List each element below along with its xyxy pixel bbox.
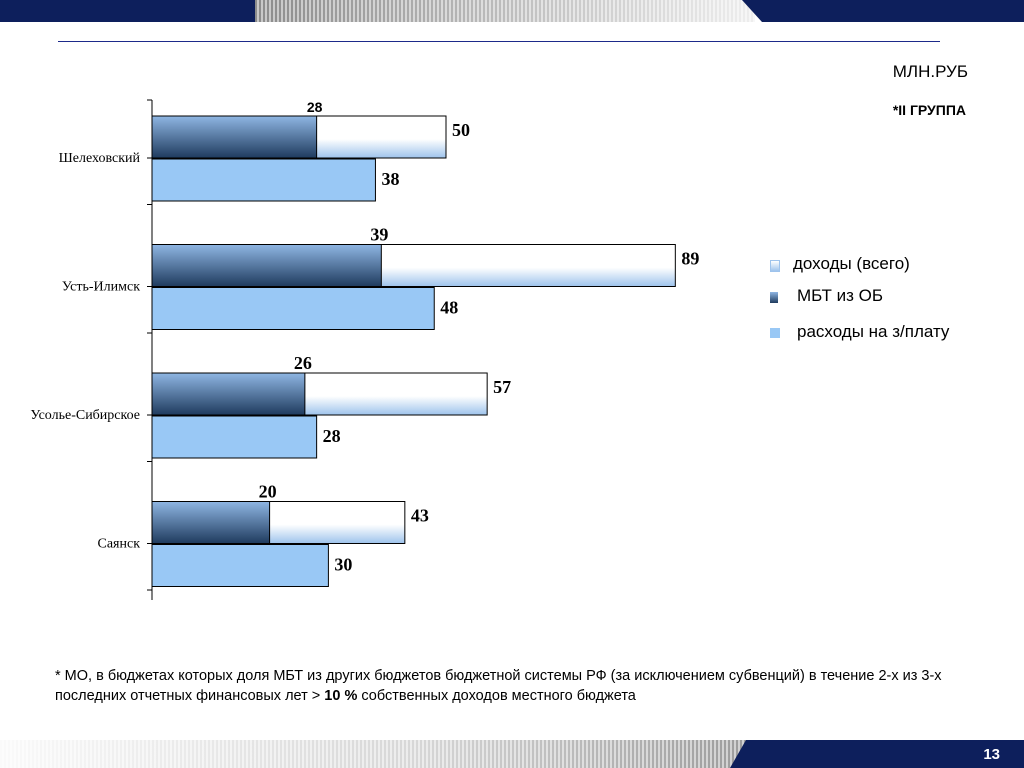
legend-item-salary: расходы на з/плату	[770, 322, 949, 342]
bottom-band-dark: 13	[730, 740, 1024, 768]
salary-bar	[151, 415, 318, 459]
top-band-dark-right	[742, 0, 1024, 22]
mbt-bar	[151, 501, 271, 544]
category-label: Саянск	[98, 537, 141, 552]
salary-data-label: 48	[440, 298, 458, 318]
bottom-band-fade	[0, 740, 760, 768]
light-blue-swatch-icon	[770, 328, 780, 338]
salary-data-label: 30	[334, 555, 352, 575]
bar-chart: Шелеховский 50 28 38 Усть-Илимск 89 39 48 Усолье…	[30, 99, 699, 600]
income-data-label: 57	[493, 377, 511, 397]
mbt-bar	[151, 372, 306, 416]
income-data-label: 50	[452, 120, 470, 140]
income-data-label: 89	[681, 249, 699, 269]
mbt-data-label: 39	[370, 225, 388, 245]
legend-label-income: доходы (всего)	[793, 254, 910, 273]
legend-label-salary: расходы на з/плату	[797, 322, 950, 341]
top-band-fade	[255, 0, 755, 22]
category-label: Шелеховский	[59, 151, 141, 166]
mbt-data-label: 20	[259, 482, 277, 502]
salary-bar	[151, 158, 376, 202]
salary-bar	[151, 287, 435, 330]
header-divider	[58, 41, 940, 42]
footnote: * МО, в бюджетах которых доля МБТ из дру…	[55, 666, 985, 706]
category-label: Усть-Илимск	[62, 280, 140, 295]
category-label: Усолье-Сибирское	[30, 408, 140, 423]
mbt-data-label: 28	[307, 99, 323, 115]
footnote-text-end: собственных доходов местного бюджета	[357, 688, 636, 704]
top-decorative-band	[0, 0, 1024, 22]
top-band-dark-left	[0, 0, 255, 22]
income-data-label: 43	[411, 506, 429, 526]
legend-item-mbt: МБТ из ОБ	[770, 286, 883, 306]
gradient-dark-swatch-icon	[770, 292, 778, 303]
salary-bar	[151, 544, 329, 587]
page-number: 13	[983, 746, 1000, 763]
gradient-light-swatch-icon	[770, 260, 780, 272]
salary-data-label: 38	[381, 169, 399, 189]
legend-item-income: доходы (всего)	[770, 254, 910, 274]
salary-data-label: 28	[323, 426, 341, 446]
units-label: МЛН.РУБ	[892, 62, 968, 81]
mbt-bar	[151, 115, 318, 159]
legend-label-mbt: МБТ из ОБ	[797, 286, 884, 305]
footnote-text: * МО, в бюджетах которых доля МБТ из дру…	[55, 668, 942, 704]
group-label: *II ГРУППА	[892, 102, 966, 118]
mbt-bar	[151, 244, 382, 287]
mbt-data-label: 26	[294, 353, 312, 373]
bottom-decorative-band: 13	[0, 740, 1024, 768]
footnote-bold: 10 %	[324, 688, 358, 704]
